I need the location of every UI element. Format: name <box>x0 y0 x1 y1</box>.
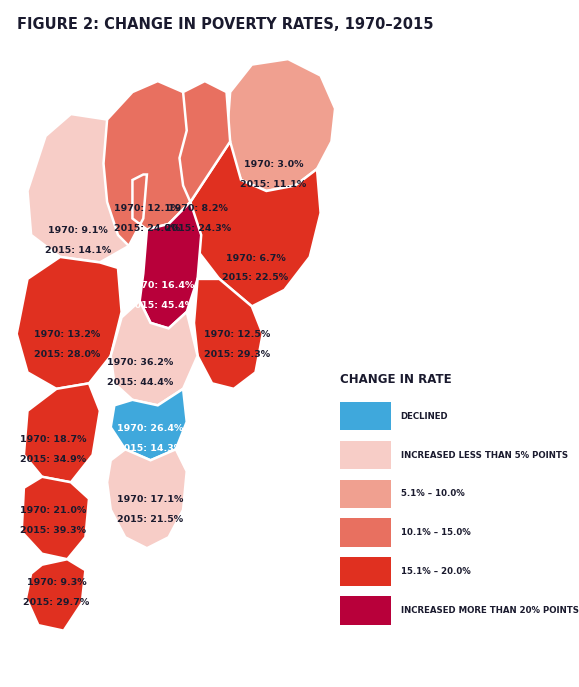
Text: INCREASED MORE THAN 20% POINTS: INCREASED MORE THAN 20% POINTS <box>401 607 578 616</box>
Polygon shape <box>194 279 263 389</box>
Text: 10.1% – 15.0%: 10.1% – 15.0% <box>401 528 470 537</box>
Bar <box>340 596 391 625</box>
Text: 2015: 21.5%: 2015: 21.5% <box>118 515 184 524</box>
Polygon shape <box>26 559 85 631</box>
Text: 1970: 18.7%: 1970: 18.7% <box>20 435 86 444</box>
Text: 2015: 11.1%: 2015: 11.1% <box>240 180 307 189</box>
Text: 1970: 9.3%: 1970: 9.3% <box>27 578 86 587</box>
Polygon shape <box>179 81 230 202</box>
Text: 1970: 12.1%: 1970: 12.1% <box>113 204 180 213</box>
Bar <box>340 440 391 469</box>
Polygon shape <box>111 389 186 460</box>
Text: FIGURE 2: CHANGE IN POVERTY RATES, 1970–2015: FIGURE 2: CHANGE IN POVERTY RATES, 1970–… <box>17 17 434 32</box>
Text: 1970: 17.1%: 1970: 17.1% <box>118 495 184 504</box>
Text: 2015: 39.3%: 2015: 39.3% <box>20 526 86 535</box>
Text: 2015: 34.9%: 2015: 34.9% <box>20 455 86 464</box>
Text: 2015: 29.7%: 2015: 29.7% <box>23 598 90 607</box>
Polygon shape <box>104 81 201 246</box>
Text: 2015: 24.3%: 2015: 24.3% <box>164 224 230 233</box>
Text: 2015: 44.4%: 2015: 44.4% <box>107 378 173 387</box>
Text: DECLINED: DECLINED <box>401 412 448 420</box>
Text: 1970: 21.0%: 1970: 21.0% <box>20 506 86 515</box>
Text: 2015: 28.0%: 2015: 28.0% <box>34 350 100 359</box>
Text: CHANGE IN RATE: CHANGE IN RATE <box>340 373 452 386</box>
Bar <box>340 557 391 586</box>
Bar <box>340 519 391 548</box>
Text: 2015: 45.4%: 2015: 45.4% <box>129 301 195 310</box>
Text: 1970: 12.5%: 1970: 12.5% <box>204 330 270 339</box>
Polygon shape <box>27 114 147 262</box>
Text: 1970: 8.2%: 1970: 8.2% <box>168 204 228 213</box>
Text: 1970: 9.1%: 1970: 9.1% <box>48 226 108 235</box>
Text: 1970: 36.2%: 1970: 36.2% <box>107 358 173 367</box>
Polygon shape <box>226 59 335 191</box>
Polygon shape <box>140 202 201 328</box>
Polygon shape <box>107 449 186 548</box>
Bar <box>340 480 391 508</box>
Text: 15.1% – 20.0%: 15.1% – 20.0% <box>401 567 470 576</box>
Polygon shape <box>17 257 122 389</box>
Text: INCREASED LESS THAN 5% POINTS: INCREASED LESS THAN 5% POINTS <box>401 451 568 460</box>
Polygon shape <box>24 383 100 482</box>
Text: 2015: 14.1%: 2015: 14.1% <box>45 246 111 255</box>
Text: 1970: 13.2%: 1970: 13.2% <box>34 330 100 339</box>
Polygon shape <box>190 142 321 306</box>
Text: 1970: 3.0%: 1970: 3.0% <box>244 160 303 169</box>
Polygon shape <box>111 301 197 405</box>
Text: 2015: 29.3%: 2015: 29.3% <box>204 350 270 359</box>
Text: 1970: 6.7%: 1970: 6.7% <box>226 254 285 262</box>
Polygon shape <box>22 477 89 559</box>
Text: 1970: 26.4%: 1970: 26.4% <box>118 424 184 433</box>
Text: 2015: 22.5%: 2015: 22.5% <box>222 273 288 282</box>
Bar <box>340 402 391 431</box>
Text: 2015: 14.3%: 2015: 14.3% <box>118 444 184 453</box>
Text: 1970: 16.4%: 1970: 16.4% <box>128 281 195 290</box>
Text: 2015: 24.0%: 2015: 24.0% <box>114 224 180 233</box>
Text: 5.1% – 10.0%: 5.1% – 10.0% <box>401 489 464 499</box>
